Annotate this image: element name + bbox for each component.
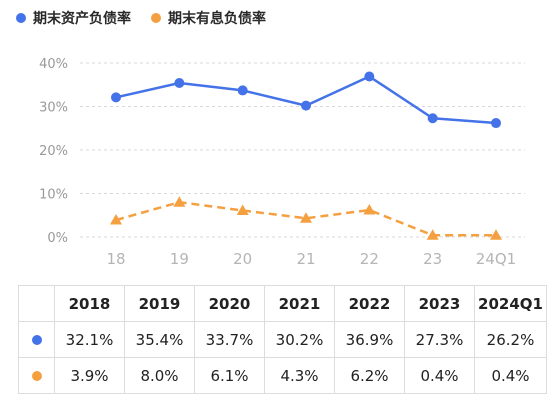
table-header-cell: 2023 — [404, 285, 475, 322]
data-point-triangle — [490, 229, 502, 240]
x-tick-label: 23 — [423, 250, 442, 268]
row-marker-cell — [18, 357, 55, 394]
table-header-cell: 2021 — [264, 285, 335, 322]
table-cell: 36.9% — [334, 321, 405, 358]
table-cell: 35.4% — [124, 321, 195, 358]
data-point-circle — [111, 92, 121, 103]
series-line-1 — [115, 75, 497, 125]
legend-item-asset-liability: 期末资产负债率 — [16, 8, 131, 28]
table-header-cell: 2022 — [334, 285, 405, 322]
legend-item-interest-bearing: 期末有息负债率 — [151, 8, 266, 28]
data-point-triangle — [110, 214, 122, 225]
legend-label: 期末资产负债率 — [33, 11, 131, 27]
table-header-cell: 2018 — [54, 285, 125, 322]
table-cell: 4.3% — [264, 357, 335, 394]
line-chart: 0% 10% 20% 30% 40% 18 19 20 21 22 23 24Q1 — [39, 57, 525, 268]
table-row: 32.1% 35.4% 33.7% 30.2% 36.9% 27.3% 26.2… — [18, 321, 547, 358]
legend-label: 期末有息负债率 — [168, 11, 266, 27]
table-cell: 33.7% — [194, 321, 265, 358]
table-cell: 0.4% — [404, 357, 475, 394]
table-header-cell: 2024Q1 — [474, 285, 547, 322]
x-tick-label: 21 — [296, 250, 315, 268]
table-cell: 27.3% — [404, 321, 475, 358]
x-tick-label: 20 — [233, 250, 252, 268]
data-point-triangle — [426, 229, 439, 240]
table-cell: 6.2% — [334, 357, 405, 394]
y-tick-label: 30% — [39, 101, 68, 116]
table-cell: 6.1% — [194, 357, 265, 394]
y-tick-label: 10% — [39, 188, 68, 203]
data-point-circle — [491, 118, 501, 129]
data-point-circle — [427, 113, 438, 124]
y-tick-label: 0% — [47, 231, 68, 246]
table-cell: 8.0% — [124, 357, 195, 394]
table-row: 3.9% 8.0% 6.1% 4.3% 6.2% 0.4% 0.4% — [18, 357, 547, 394]
data-table: 2018 2019 2020 2021 2022 2023 2024Q1 32.… — [18, 285, 547, 394]
row-marker-cell — [18, 321, 55, 358]
table-header-cell: 2019 — [124, 285, 195, 322]
x-tick-label: 19 — [170, 250, 189, 268]
table-corner-cell — [18, 285, 55, 322]
table-cell: 26.2% — [474, 321, 547, 358]
legend-marker-blue — [16, 13, 26, 23]
table-cell: 3.9% — [54, 357, 125, 394]
row-marker-orange-dot — [31, 370, 42, 381]
x-tick-label: 18 — [106, 250, 125, 268]
data-point-circle — [301, 100, 311, 111]
row-marker-blue-dot — [31, 334, 42, 345]
table-cell: 32.1% — [54, 321, 125, 358]
y-tick-label: 40% — [39, 57, 68, 72]
data-point-circle — [237, 85, 248, 96]
y-tick-label: 20% — [39, 144, 68, 159]
data-point-triangle — [363, 204, 376, 215]
x-tick-label: 24Q1 — [476, 250, 516, 268]
data-point-circle — [174, 78, 185, 89]
x-tick-label: 22 — [360, 250, 379, 268]
data-point-triangle — [236, 204, 249, 215]
data-point-triangle — [300, 212, 312, 223]
data-point-triangle — [173, 196, 186, 207]
table-cell: 30.2% — [264, 321, 335, 358]
table-cell: 0.4% — [474, 357, 547, 394]
chart-legend: 期末资产负债率 期末有息负债率 — [16, 8, 266, 28]
legend-marker-orange — [151, 13, 161, 23]
data-point-circle — [364, 71, 375, 82]
table-header-row: 2018 2019 2020 2021 2022 2023 2024Q1 — [18, 285, 547, 322]
table-header-cell: 2020 — [194, 285, 265, 322]
